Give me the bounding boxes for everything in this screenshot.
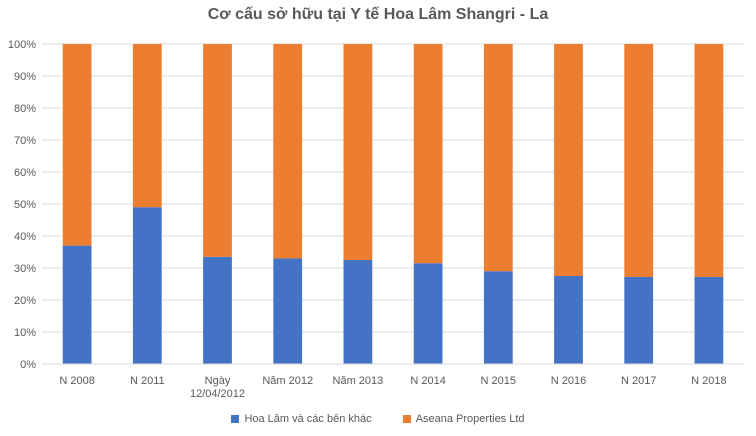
bar-aseana [554, 44, 583, 276]
bar-aseana [203, 44, 232, 257]
y-tick-label: 100% [8, 39, 36, 51]
x-tick-label: N 2015 [481, 375, 516, 387]
x-tick-label: N 2008 [59, 375, 94, 387]
bar-aseana [624, 44, 654, 277]
bar-aseana [483, 44, 513, 272]
bar-hoa-lam [343, 260, 373, 364]
y-axis-ticks: 0% 10% 20% 30% 40% 50% 60% 70% 80% 90% 100% [8, 39, 36, 371]
bars [62, 44, 724, 364]
bar-aseana [132, 44, 162, 208]
legend-label-aseana: Aseana Properties Ltd [415, 413, 525, 425]
bar-hoa-lam [413, 263, 443, 364]
x-tick-label: N 2014 [410, 375, 445, 387]
legend-item-hoa-lam: Hoa Lâm và các bên khác [231, 413, 372, 425]
y-tick-label: 50% [14, 199, 36, 211]
legend-item-aseana: Aseana Properties Ltd [402, 413, 525, 425]
bar-hoa-lam [273, 258, 303, 364]
bar-hoa-lam [483, 271, 513, 364]
x-tick-label: N 2016 [551, 375, 586, 387]
bar-aseana [413, 44, 443, 264]
y-tick-label: 70% [14, 135, 36, 147]
y-tick-label: 60% [14, 167, 36, 179]
y-tick-label: 90% [14, 71, 36, 83]
y-tick-label: 40% [14, 231, 36, 243]
bar-hoa-lam [203, 256, 232, 364]
legend-label-hoa-lam: Hoa Lâm và các bên khác [244, 413, 372, 425]
y-tick-label: 80% [14, 103, 36, 115]
x-tick-label: N 2017 [621, 375, 656, 387]
y-tick-label: 20% [14, 295, 36, 307]
bar-hoa-lam [554, 276, 583, 364]
bar-hoa-lam [132, 207, 162, 364]
legend-swatch-aseana [402, 415, 411, 423]
bar-aseana [343, 44, 373, 260]
y-tick-label: 10% [14, 327, 36, 339]
bar-hoa-lam [624, 276, 654, 364]
x-tick-label: N 2018 [691, 375, 726, 387]
bar-hoa-lam [694, 276, 724, 364]
bar-aseana [694, 44, 724, 277]
y-tick-label: 0% [20, 359, 36, 371]
x-tick-label: N 2011 [130, 375, 165, 387]
bar-aseana [273, 44, 303, 259]
chart-title: Cơ cấu sở hữu tại Y tế Hoa Lâm Shangri -… [207, 6, 549, 23]
legend: Hoa Lâm và các bên khác Aseana Propertie… [0, 413, 756, 426]
x-tick-label: Năm 2013 [333, 375, 384, 387]
x-tick-label: Ngày 12/04/2012 [190, 375, 245, 400]
bar-aseana [62, 44, 92, 246]
y-tick-label: 30% [14, 263, 36, 275]
bar-hoa-lam [62, 245, 92, 364]
x-tick-label: Năm 2012 [262, 375, 313, 387]
x-axis-labels: N 2008 N 2011 Ngày 12/04/2012 Năm 2012 Năm 20… [59, 375, 726, 400]
legend-swatch-hoa-lam [231, 415, 240, 423]
